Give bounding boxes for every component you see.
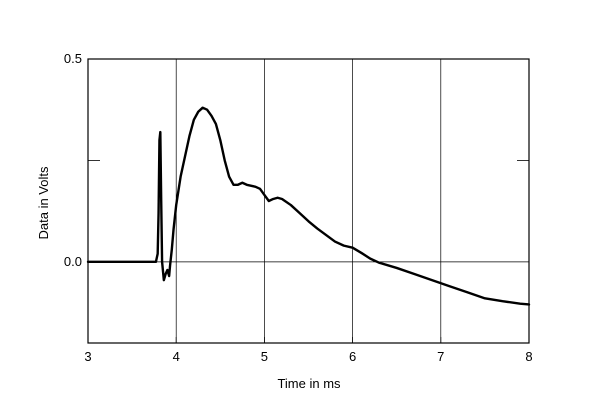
x-tick-label: 5 — [261, 349, 268, 364]
series-line — [86, 106, 531, 306]
tick-marks — [87, 160, 530, 343]
x-tick-label: 8 — [525, 349, 532, 364]
y-tick-label: 0.5 — [64, 51, 82, 66]
x-tick-label: 7 — [437, 349, 444, 364]
x-tick-label: 3 — [84, 349, 91, 364]
y-axis-label: Data in Volts — [36, 166, 51, 239]
y-tick-label: 0.0 — [64, 254, 82, 269]
plot-frame — [87, 58, 530, 344]
x-axis-label: Time in ms — [277, 376, 341, 391]
x-tick-label: 4 — [173, 349, 180, 364]
x-tick-label: 6 — [349, 349, 356, 364]
tick-labels: 3 4 5 6 7 8 0.5 0.0 — [64, 51, 533, 364]
